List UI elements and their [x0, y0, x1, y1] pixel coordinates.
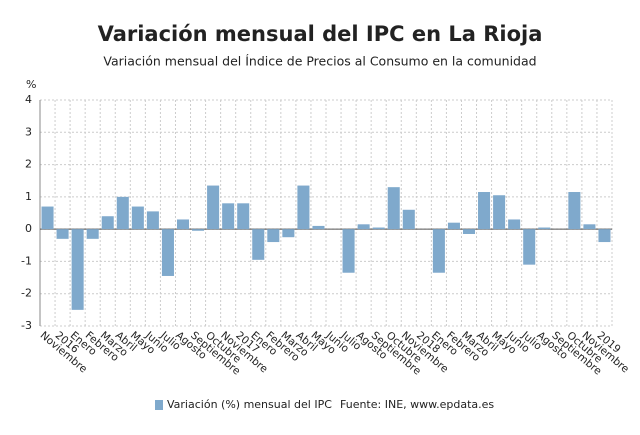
bar — [116, 196, 129, 230]
bar — [523, 229, 536, 265]
bar — [583, 224, 596, 230]
legend-swatch — [155, 400, 163, 410]
chart-subtitle: Variación mensual del Índice de Precios … — [103, 54, 536, 69]
bar — [56, 229, 69, 239]
y-tick-label: -2 — [21, 287, 32, 300]
bar — [237, 203, 250, 230]
bar — [493, 195, 506, 230]
y-tick-label: 3 — [25, 125, 32, 138]
bar — [176, 219, 190, 230]
bar — [282, 229, 295, 238]
bar — [508, 219, 521, 230]
y-tick-label: -3 — [21, 319, 32, 332]
legend-label: Variación (%) mensual del IPC — [167, 398, 332, 411]
bar — [252, 229, 265, 260]
chart-title: Variación mensual del IPC en La Rioja — [98, 22, 543, 46]
bar — [478, 192, 491, 230]
y-unit: % — [26, 78, 36, 91]
bar — [192, 229, 205, 231]
y-tick-label: 4 — [25, 93, 32, 106]
bar — [387, 187, 400, 230]
bar — [207, 185, 220, 230]
source: Fuente: INE, www.epdata.es — [340, 398, 494, 411]
bar — [432, 229, 445, 273]
bar — [297, 185, 310, 230]
bar — [131, 206, 144, 230]
bar — [161, 229, 174, 276]
bar — [71, 229, 84, 310]
bar — [222, 203, 235, 230]
bar — [86, 229, 99, 239]
y-tick-label: 0 — [25, 222, 32, 235]
bar — [402, 209, 415, 230]
y-tick-label: 2 — [25, 158, 32, 171]
y-tick-label: 1 — [25, 190, 32, 203]
bar — [462, 229, 476, 234]
bar — [146, 211, 159, 230]
bar — [312, 225, 325, 230]
bar — [342, 229, 355, 273]
bar — [357, 224, 370, 230]
bar — [267, 229, 280, 243]
bar — [568, 192, 581, 230]
bar — [372, 227, 385, 230]
y-tick-label: -1 — [21, 254, 32, 267]
bar — [101, 216, 114, 230]
bar — [41, 206, 54, 230]
bar — [447, 222, 460, 230]
bar — [598, 229, 611, 243]
bar — [538, 227, 551, 230]
